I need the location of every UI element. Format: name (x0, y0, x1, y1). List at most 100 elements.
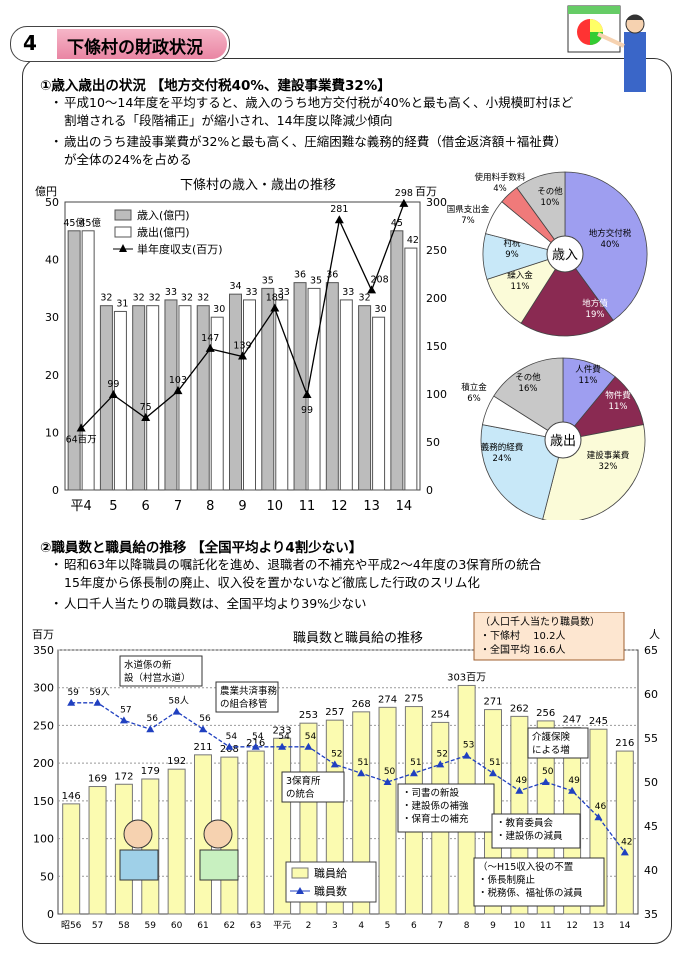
pie-slice-percent: 11% (511, 282, 530, 292)
bar-salary (167, 768, 186, 915)
bar-revenue (229, 293, 242, 491)
legend-expense-label: 歳出(億円) (137, 225, 190, 239)
pie-center-label: 歳入 (552, 248, 578, 263)
staff-point (489, 769, 497, 777)
y2-tick-label: 50 (644, 776, 658, 789)
bar-revenue (164, 299, 178, 491)
annotation-text: ・税務係、福祉係の減員 (478, 887, 583, 899)
annotation-text: 3保育所 (286, 775, 321, 787)
pie-center-label: 歳出 (550, 434, 576, 449)
staff-data-label: 59 (67, 688, 79, 698)
balance-data-label: 75 (140, 402, 152, 413)
pie-slice-label: 繰入金 (507, 270, 533, 281)
bar-expense (81, 230, 95, 491)
x-tick-label: 12 (566, 921, 577, 931)
bar-expense (275, 299, 289, 491)
expense-data-label: 35 (310, 275, 322, 286)
expense-data-label: 32 (181, 293, 193, 304)
bar-revenue (293, 282, 307, 491)
info-box (473, 612, 625, 661)
pie-slice (520, 253, 614, 337)
bar-salary (246, 750, 265, 915)
pie-slice-label: 物件費 (605, 390, 631, 401)
balance-point (238, 351, 247, 360)
bar-salary (615, 750, 634, 915)
section-header: 4 下條村の財政状況 (10, 26, 230, 62)
salary-data-label: 247 (563, 715, 582, 726)
revenue-data-label: 36 (326, 270, 338, 281)
salary-data-label: 262 (510, 703, 529, 714)
x-tick-label: 9 (238, 499, 246, 514)
y2-tick-label: 150 (426, 340, 447, 353)
pie-slice-percent: 10% (541, 198, 560, 208)
bullet-line: 歳出のうち建設事業費が32%と最も高く、圧縮困難な義務的経費（借金返済額＋福祉費… (64, 134, 567, 149)
pie-slice-percent: 9% (505, 250, 519, 260)
y2-tick-label: 300 (426, 196, 447, 209)
annotation-text: （～H15収入役の不置 (478, 861, 573, 873)
pie-slice-label: 使用料手数料 (474, 172, 526, 183)
x-tick-label: 平元 (273, 920, 291, 931)
pie-slice-label: 人件費 (575, 364, 601, 375)
staff-point (93, 698, 102, 706)
staff-point (278, 742, 287, 750)
bar-revenue (325, 282, 339, 491)
y-tick-label: 150 (33, 795, 54, 808)
staff-data-label: 54 (226, 732, 238, 742)
annotation-text: の組合移管 (220, 698, 268, 710)
salary-data-label: 256 (536, 708, 555, 719)
salary-data-label: 211 (193, 742, 212, 753)
legend-balance-marker (119, 244, 127, 252)
staff-point (594, 813, 603, 821)
annotation-box (119, 655, 203, 687)
x-tick-label: 8 (464, 921, 470, 931)
person-illustration (123, 819, 153, 849)
y-tick-label: 40 (45, 254, 59, 267)
staff-data-label: 50 (542, 767, 554, 777)
revenue-data-label: 35 (262, 275, 274, 286)
revenue-data-label: 45億 (63, 217, 85, 229)
y2-tick-label: 55 (644, 732, 658, 745)
legend-staff-marker (296, 887, 304, 894)
x-tick-label: 6 (142, 499, 150, 514)
y2-tick-label: 50 (426, 436, 440, 449)
annotation-text: の統合 (286, 788, 315, 800)
y2-tick-label: 200 (426, 292, 447, 305)
person-illustration (199, 849, 239, 881)
y-tick-label: 10 (45, 426, 59, 439)
header-band (57, 29, 227, 59)
balance-data-label: 99 (107, 379, 119, 390)
balance-point (76, 423, 86, 432)
x-tick-label: 8 (206, 499, 214, 514)
balance-point (205, 343, 215, 352)
balance-data-label: 64百万 (66, 435, 97, 446)
salary-data-label: 245 (589, 716, 608, 727)
staff-point (620, 848, 629, 856)
pie-slice-percent: 16% (519, 384, 538, 394)
salary-data-label: 169 (88, 774, 107, 785)
revenue-data-label: 32 (133, 293, 145, 304)
y2-tick-label: 40 (644, 864, 658, 877)
balance-data-label: 208 (371, 274, 389, 285)
x-tick-label: 58 (118, 921, 130, 931)
pie-slice-percent: 7% (461, 216, 475, 226)
header-title: 下條村の財政状況 (67, 38, 203, 58)
y-axis-unit: 百万 (32, 628, 54, 641)
header-number: 4 (23, 31, 37, 55)
annotation-text: 農業共済事務 (220, 685, 278, 697)
y-tick-label: 300 (33, 682, 54, 695)
annotation-box (473, 857, 605, 907)
staff-point (409, 769, 418, 777)
pie-slice-label: 積立金 (461, 382, 487, 393)
y-axis-unit: 億円 (35, 185, 57, 198)
x-tick-label: 57 (92, 921, 103, 931)
pie-slice-percent: 32% (599, 462, 618, 472)
y2-tick-label: 45 (644, 820, 658, 833)
x-tick-label: 7 (174, 499, 182, 514)
annotation-box (491, 813, 581, 849)
pie-slice (480, 424, 564, 520)
salary-data-label: 192 (167, 756, 186, 767)
x-tick-label: 61 (197, 921, 208, 931)
balance-data-label: 103 (169, 375, 187, 386)
staff-point (199, 725, 207, 733)
pie-slice (564, 171, 648, 321)
